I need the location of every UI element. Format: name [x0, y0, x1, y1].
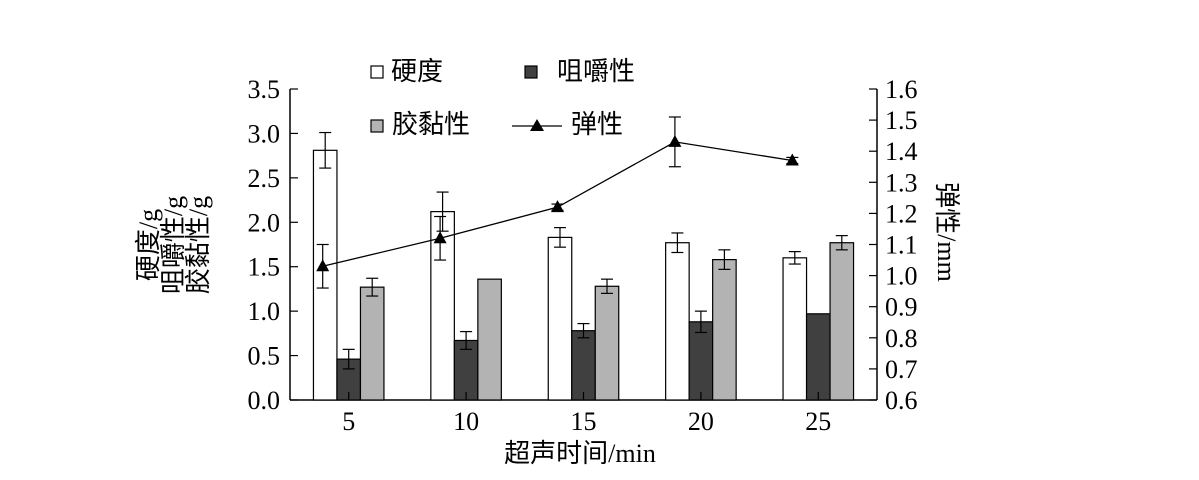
right-tick-label-1.0: 1.0 [885, 262, 918, 291]
left-y-ticks: 0.0 0.5 1.0 1.5 2.0 2.5 3.0 3.5 [248, 75, 298, 415]
bar-chewiness-25 [805, 313, 831, 401]
legend-swatch-chewiness [524, 65, 538, 79]
left-y-axis-label: 硬度/g 咀嚼性/g 胶黏性/g [134, 196, 213, 294]
point-springiness-15 [551, 200, 564, 213]
error-bar-gumminess-15 [601, 278, 613, 294]
right-tick-label-0.9: 0.9 [885, 293, 918, 322]
point-springiness-20 [668, 134, 682, 147]
point-springiness-10 [433, 231, 447, 244]
right-tick-label-1.2: 1.2 [885, 199, 918, 228]
point-springiness-5 [316, 259, 330, 272]
left-tick-label-3.5: 3.5 [248, 75, 281, 104]
right-tick-label-1.3: 1.3 [885, 168, 918, 197]
left-y-label-line-2: 咀嚼性/g [159, 196, 188, 294]
left-tick-label-0.5: 0.5 [248, 342, 281, 371]
bar-hardness-5 [312, 149, 338, 401]
bar-chewiness-20 [688, 321, 714, 401]
error-bar-gumminess-25 [835, 235, 848, 251]
springiness-line [316, 116, 799, 289]
right-tick-label-0.7: 0.7 [885, 355, 918, 384]
x-tick-label-25: 25 [805, 407, 831, 436]
error-bar-chewiness-5 [342, 348, 355, 370]
right-tick-label-0.6: 0.6 [885, 386, 918, 415]
legend: 硬度 咀嚼性 胶黏性 弹性 [370, 57, 635, 139]
left-tick-label-1.0: 1.0 [248, 297, 281, 326]
legend-swatch-hardness [370, 65, 384, 79]
bar-gumminess-5 [359, 286, 385, 401]
legend-swatch-gumminess [370, 119, 384, 133]
legend-marker-springiness [530, 119, 544, 131]
bar-gumminess-15 [594, 285, 620, 401]
right-tick-label-0.8: 0.8 [885, 324, 918, 353]
bars [312, 131, 855, 401]
bar-hardness-25 [782, 257, 808, 401]
error-bar-hardness-15 [554, 227, 566, 248]
error-bar-hardness-10 [436, 191, 449, 232]
error-bar-hardness-5 [319, 131, 332, 169]
error-bar-chewiness-15 [577, 322, 590, 339]
right-y-ticks: 0.60.70.80.91.01.1 1.21.31.41.51.6 [869, 75, 918, 415]
legend-label-chewiness: 咀嚼性 [557, 57, 635, 86]
right-y-axis-label: 弹性/mm [932, 182, 961, 282]
bar-hardness-20 [665, 242, 690, 401]
right-tick-label-1.4: 1.4 [885, 137, 918, 166]
bar-gumminess-20 [712, 259, 737, 401]
x-axis-label: 超声时间/min [504, 439, 656, 468]
error-bar-hardness-20 [671, 232, 684, 254]
x-ticks: 5 10 15 20 25 [342, 392, 831, 436]
error-bar-hardness-25 [788, 251, 801, 265]
left-tick-label-3.0: 3.0 [248, 119, 281, 148]
left-tick-label-2.0: 2.0 [248, 208, 281, 237]
error-bar-chewiness-10 [460, 330, 473, 350]
x-tick-label-10: 10 [453, 407, 479, 436]
legend-label-springiness: 弹性 [571, 110, 623, 139]
x-tick-label-15: 15 [571, 407, 597, 436]
left-tick-label-0.0: 0.0 [248, 386, 281, 415]
bar-gumminess-10 [477, 278, 502, 401]
left-y-label-line-1: 硬度/g [134, 209, 163, 281]
right-tick-label-1.6: 1.6 [885, 75, 918, 104]
left-tick-label-1.5: 1.5 [248, 253, 281, 282]
legend-label-hardness: 硬度 [391, 57, 443, 86]
legend-item-springiness: 弹性 [512, 110, 623, 139]
legend-item-hardness: 硬度 [370, 57, 443, 86]
right-tick-label-1.1: 1.1 [885, 231, 918, 260]
error-bar-chewiness-20 [694, 310, 707, 334]
x-tick-label-20: 20 [688, 407, 714, 436]
legend-item-chewiness: 咀嚼性 [524, 57, 635, 86]
left-tick-label-2.5: 2.5 [248, 164, 281, 193]
right-tick-label-1.5: 1.5 [885, 106, 918, 135]
error-bar-gumminess-20 [718, 249, 731, 270]
bar-chewiness-15 [571, 330, 596, 401]
bar-gumminess-25 [829, 242, 855, 401]
legend-item-gumminess: 胶黏性 [370, 110, 470, 139]
error-bar-gumminess-5 [366, 277, 379, 297]
point-springiness-25 [785, 153, 799, 166]
x-tick-label-5: 5 [342, 407, 355, 436]
left-y-label-line-3: 胶黏性/g [184, 196, 213, 294]
bar-hardness-15 [547, 236, 573, 401]
legend-label-gumminess: 胶黏性 [392, 110, 470, 139]
